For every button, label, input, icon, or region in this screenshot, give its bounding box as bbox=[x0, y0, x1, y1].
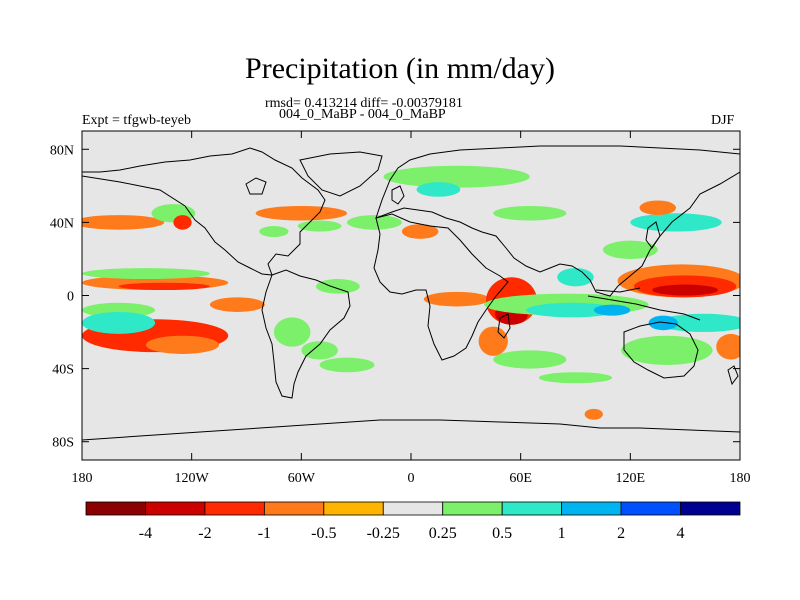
anomaly-region-40 bbox=[621, 335, 713, 365]
anomaly-region-5 bbox=[145, 335, 220, 354]
colorbar-label: 2 bbox=[617, 525, 625, 542]
coast-hudson-bay bbox=[245, 177, 267, 195]
anomaly-region-36 bbox=[630, 213, 722, 232]
map-background bbox=[82, 131, 740, 460]
anomaly-region-10 bbox=[173, 215, 192, 230]
anomaly-region-2 bbox=[82, 268, 210, 280]
anomaly-region-1 bbox=[118, 282, 210, 291]
colorbar-label: -0.25 bbox=[367, 525, 400, 542]
colorbar-label: -1 bbox=[258, 525, 271, 542]
colorbar-swatch bbox=[501, 501, 563, 516]
anomaly-region-32 bbox=[602, 240, 658, 259]
anomaly-region-7 bbox=[209, 297, 265, 312]
anomaly-region-26 bbox=[493, 350, 567, 369]
coast-britain bbox=[391, 185, 405, 205]
coast-indonesia bbox=[587, 287, 701, 321]
anomaly-region-38 bbox=[657, 313, 740, 333]
coast-greenland bbox=[299, 151, 383, 197]
colorbar-swatch bbox=[204, 501, 265, 516]
coast-australia bbox=[623, 321, 699, 379]
colorbar-swatch bbox=[145, 501, 206, 516]
x-tick-label: 180 bbox=[730, 471, 751, 486]
x-tick-label: 0 bbox=[408, 471, 415, 486]
x-tick-label: 120E bbox=[616, 471, 646, 486]
anomaly-region-20 bbox=[416, 182, 461, 197]
colorbar-swatch bbox=[323, 501, 384, 516]
anomaly-region-16 bbox=[319, 357, 375, 373]
y-tick-label: 0 bbox=[67, 290, 74, 305]
y-tick-label: 80N bbox=[50, 143, 74, 158]
experiment-label: Expt = tfgwb-teyeb bbox=[82, 113, 191, 128]
colorbar-label: -0.5 bbox=[311, 525, 336, 542]
colorbar-label: 0.25 bbox=[429, 525, 457, 542]
y-tick-label: 80S bbox=[52, 436, 74, 451]
y-tick-label: 40N bbox=[50, 216, 74, 231]
coast-north-america bbox=[82, 147, 326, 276]
colorbar-swatch bbox=[680, 501, 741, 516]
anomaly-region-29 bbox=[526, 302, 618, 318]
anomaly-region-13 bbox=[259, 226, 289, 238]
colorbar-label: -2 bbox=[198, 525, 211, 542]
anomaly-region-27 bbox=[493, 205, 567, 221]
coast-eurasia bbox=[375, 145, 740, 297]
anomaly-region-14 bbox=[273, 317, 311, 347]
colorbar-swatch bbox=[263, 501, 325, 516]
colorbar-label: -4 bbox=[139, 525, 152, 542]
chart-title: Precipitation (in mm/day) bbox=[245, 52, 555, 85]
anomaly-region-19 bbox=[383, 165, 530, 188]
colorbar-swatch bbox=[85, 501, 146, 516]
anomaly-region-17 bbox=[315, 279, 360, 294]
colorbar-label: 4 bbox=[677, 525, 685, 542]
anomaly-region-31 bbox=[593, 304, 631, 316]
colorbar-label: 0.5 bbox=[492, 525, 512, 542]
coast-madagascar bbox=[497, 313, 511, 339]
experiment-ids: 004_0_MaBP - 004_0_MaBP bbox=[279, 107, 446, 122]
coast-antarctica bbox=[82, 419, 740, 441]
anomaly-region-30 bbox=[557, 268, 594, 287]
colorbar-label: 1 bbox=[558, 525, 566, 542]
anomaly-region-43 bbox=[584, 408, 603, 420]
coast-south-america bbox=[261, 269, 351, 399]
colorbar-swatch bbox=[442, 501, 503, 516]
anomaly-region-6 bbox=[82, 311, 156, 334]
anomaly-region-8 bbox=[82, 215, 165, 230]
coast-japan bbox=[645, 221, 661, 249]
colorbar-swatch bbox=[620, 501, 681, 516]
axis-ticks: 180 120W 60W 0 60E 120E 180 80N 40N 0 40S 80S bbox=[50, 131, 751, 486]
anomaly-region-39 bbox=[648, 315, 678, 331]
anomaly-region-22 bbox=[423, 291, 490, 307]
x-tick-label: 60W bbox=[288, 471, 316, 486]
season-label: DJF bbox=[711, 113, 735, 128]
anomaly-region-42 bbox=[538, 372, 613, 384]
x-tick-label: 60E bbox=[509, 471, 532, 486]
x-tick-label: 120W bbox=[175, 471, 210, 486]
anomaly-region-15 bbox=[301, 341, 338, 360]
y-tick-label: 40S bbox=[52, 363, 74, 378]
anomaly-region-18 bbox=[347, 215, 402, 230]
stats-line: rmsd= 0.413214 diff= -0.00379181 bbox=[265, 96, 463, 111]
colorbar-swatch bbox=[382, 501, 444, 516]
x-tick-label: 180 bbox=[72, 471, 93, 486]
anomaly-region-41 bbox=[716, 333, 740, 360]
coastlines bbox=[82, 145, 740, 441]
coast-africa bbox=[373, 213, 509, 361]
colorbar: -4 -2 -1 -0.5 -0.25 0.25 0.5 1 2 4 bbox=[85, 501, 741, 542]
anomaly-region-35 bbox=[652, 284, 719, 296]
anomaly-region-37 bbox=[639, 200, 677, 216]
colorbar-swatch bbox=[561, 501, 622, 516]
coast-new-zealand bbox=[727, 365, 739, 386]
anomaly-region-11 bbox=[255, 205, 348, 221]
anomaly-region-12 bbox=[297, 220, 342, 232]
anomaly-region-25 bbox=[478, 326, 508, 356]
anomaly-region-21 bbox=[401, 224, 439, 239]
